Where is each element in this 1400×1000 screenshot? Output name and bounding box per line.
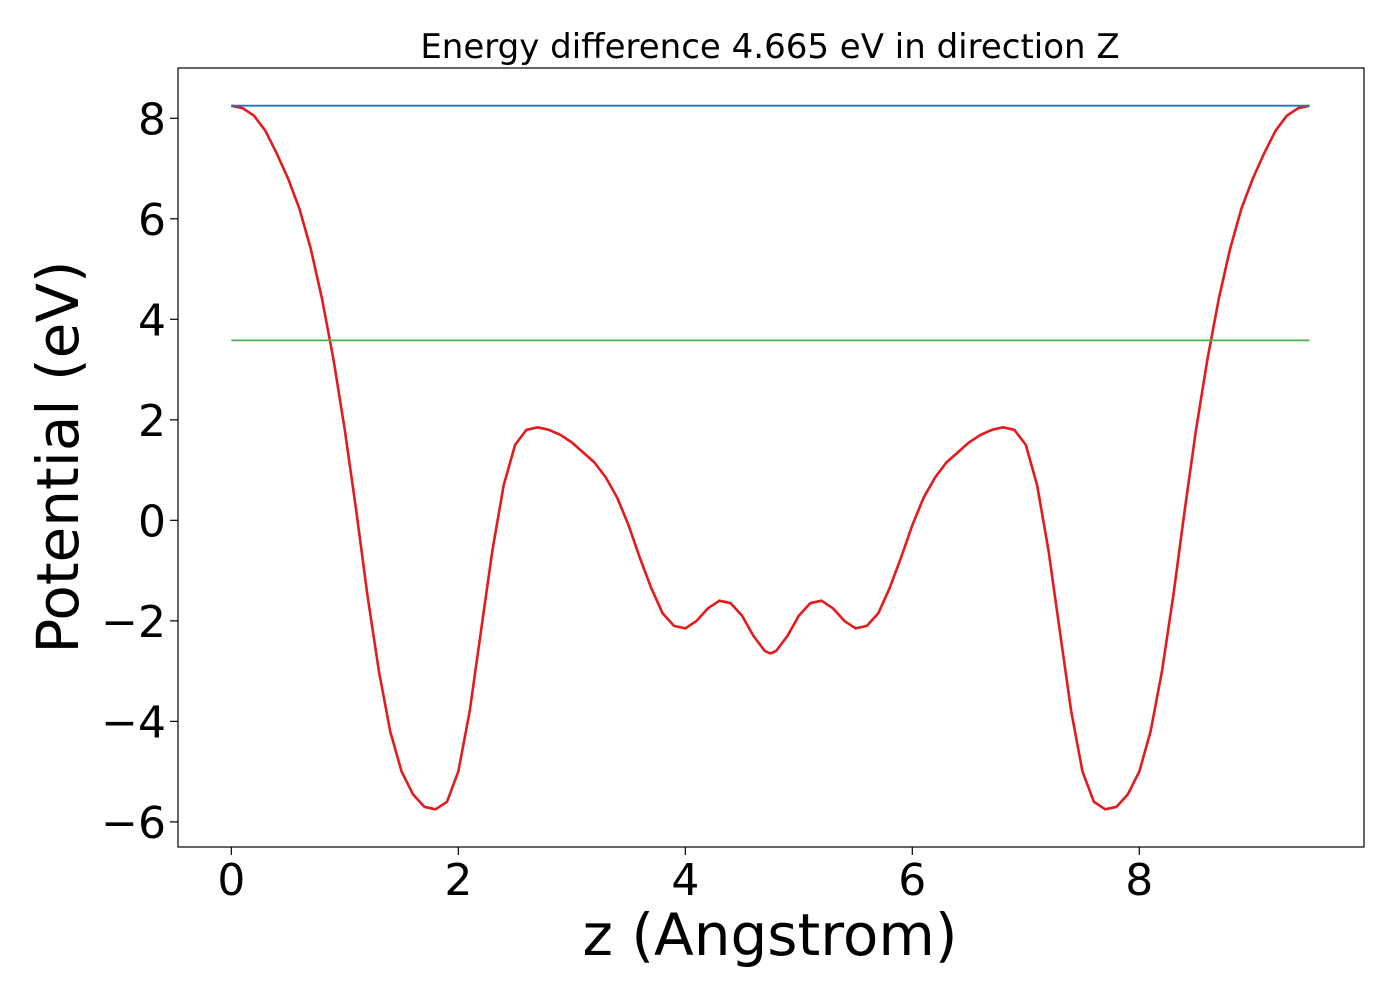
- y-tick-label: 8: [138, 94, 166, 145]
- chart-title: Energy difference 4.665 eV in direction …: [420, 27, 1119, 67]
- x-axis-ticks: 0 2 4 6 8: [217, 847, 1153, 906]
- y-tick-label: −4: [101, 697, 166, 748]
- y-axis-ticks: −6 −4 −2 0 2 4 6 8: [101, 94, 178, 849]
- series-layer: [231, 104, 1310, 811]
- x-tick-label: 2: [444, 855, 472, 906]
- x-tick-label: 0: [217, 855, 245, 906]
- y-tick-label: −6: [101, 798, 166, 849]
- x-tick-label: 6: [898, 855, 926, 906]
- y-tick-label: 2: [138, 396, 166, 447]
- y-axis-title: Potential (eV): [24, 260, 92, 653]
- potential-line: [231, 104, 1310, 811]
- x-tick-label: 8: [1125, 855, 1153, 906]
- plot-frame: [177, 67, 1365, 848]
- x-axis-title: z (Angstrom): [583, 901, 958, 969]
- y-tick-label: 6: [138, 195, 166, 246]
- y-tick-label: 0: [138, 496, 166, 547]
- y-tick-label: 4: [138, 295, 166, 346]
- x-tick-label: 4: [671, 855, 699, 906]
- y-tick-label: −2: [101, 597, 166, 648]
